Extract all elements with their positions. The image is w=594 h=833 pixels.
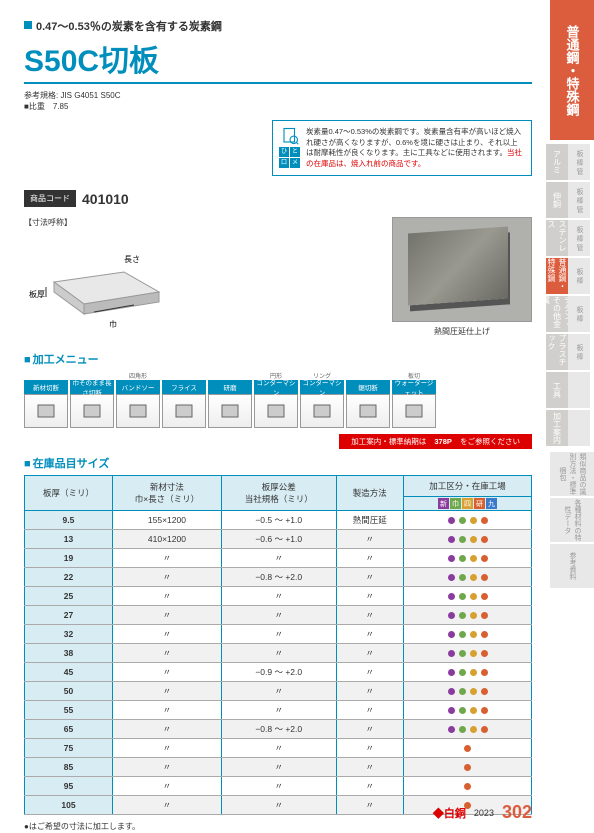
dimension-diagram: 【寸法呼称】 長さ 板厚 巾 <box>24 217 204 337</box>
table-row: 27〃〃〃 <box>25 606 532 625</box>
sidebar-tab[interactable]: プラスチック板 棒 <box>546 334 594 370</box>
sidebar-category: 普通鋼・特殊鋼 <box>550 0 594 140</box>
processing-item: 板切ウォータージェット <box>392 371 436 428</box>
sidebar-info: 各種材料の特性データ <box>550 498 594 542</box>
processing-item: 鋸切断 <box>346 371 390 428</box>
processing-item: 研磨 <box>208 371 252 428</box>
sidebar-tab[interactable]: チタン・その他金属板 棒 <box>546 296 594 332</box>
processing-item: リングコンターマシン <box>300 371 344 428</box>
sidebar-tab[interactable]: 伸銅板 棒 管 <box>546 182 594 218</box>
memo-icon: ひと口メ <box>279 127 300 169</box>
table-row: 25〃〃〃 <box>25 587 532 606</box>
product-code: 商品コード 401010 <box>24 190 532 207</box>
svg-text:板厚: 板厚 <box>29 289 45 299</box>
stock-header: 在庫品目サイズ <box>24 455 532 471</box>
sidebar-info: 類似商品の識別方法・標準梱包 <box>550 452 594 496</box>
table-row: 19〃〃〃 <box>25 549 532 568</box>
table-row: 50〃〃〃 <box>25 682 532 701</box>
processing-item: 巾そのまま長さ切断 <box>70 371 114 428</box>
table-row: 38〃〃〃 <box>25 644 532 663</box>
table-footnote: ●はご希望の寸法に加工します。 <box>24 821 532 832</box>
sidebar-tab[interactable]: 加工案内 <box>546 410 594 446</box>
processing-item: 四角形バンドソー <box>116 371 160 428</box>
sidebar-tab[interactable]: ステンレス板 棒 管 <box>546 220 594 256</box>
sidebar: 普通鋼・特殊鋼 アルミ板 棒 管伸銅板 棒 管ステンレス板 棒 管普通鋼・特殊鋼… <box>546 0 594 833</box>
svg-text:巾: 巾 <box>109 319 117 329</box>
table-row: 75〃〃〃 <box>25 739 532 758</box>
svg-text:長さ: 長さ <box>124 255 140 264</box>
table-row: 22〃−0.8 〜 +2.0〃 <box>25 568 532 587</box>
table-row: 45〃−0.9 〜 +2.0〃 <box>25 663 532 682</box>
memo-box: ひと口メ 炭素量0.47〜0.53%の炭素鋼です。炭素量含有率が高いほど焼入れ硬… <box>272 120 532 176</box>
table-row: 65〃−0.8 〜 +2.0〃 <box>25 720 532 739</box>
spec-block: 参考規格: JIS G4051 S50C 比重 7.85 <box>24 90 532 112</box>
table-row: 85〃〃〃 <box>25 758 532 777</box>
product-title: S50C切板 <box>24 36 532 84</box>
processing-item: 新材切断 <box>24 371 68 428</box>
sidebar-tab[interactable]: 工具 <box>546 372 594 408</box>
sidebar-info: 参考資料 <box>550 544 594 588</box>
table-row: 55〃〃〃 <box>25 701 532 720</box>
product-subtitle: 0.47〜0.53％の炭素を含有する炭素鋼 <box>24 18 532 34</box>
processing-item: フライス <box>162 371 206 428</box>
processing-menu: 新材切断巾そのまま長さ切断四角形バンドソーフライス研磨円形コンターマシンリングコ… <box>24 371 532 428</box>
table-row: 9.5155×1200−0.5 〜 +1.0熱間圧延 <box>25 511 532 530</box>
table-row: 13410×1200−0.6 〜 +1.0〃 <box>25 530 532 549</box>
sidebar-tab[interactable]: アルミ板 棒 管 <box>546 144 594 180</box>
product-photo: 熱間圧延仕上げ <box>392 217 532 337</box>
stock-table: 板厚（ミリ） 新材寸法 巾×長さ（ミリ） 板厚公差 当社規格（ミリ） 製造方法 … <box>24 475 532 815</box>
table-row: 95〃〃〃 <box>25 777 532 796</box>
table-row: 32〃〃〃 <box>25 625 532 644</box>
processing-header: 加工メニュー <box>24 351 532 367</box>
processing-item: 円形コンターマシン <box>254 371 298 428</box>
processing-note: 加工案内・標準納期は 378P をご参照ください <box>24 436 532 447</box>
sidebar-tab[interactable]: 普通鋼・特殊鋼板 棒 <box>546 258 594 294</box>
page-footer: ◆白銅 2023 302 <box>433 802 532 823</box>
